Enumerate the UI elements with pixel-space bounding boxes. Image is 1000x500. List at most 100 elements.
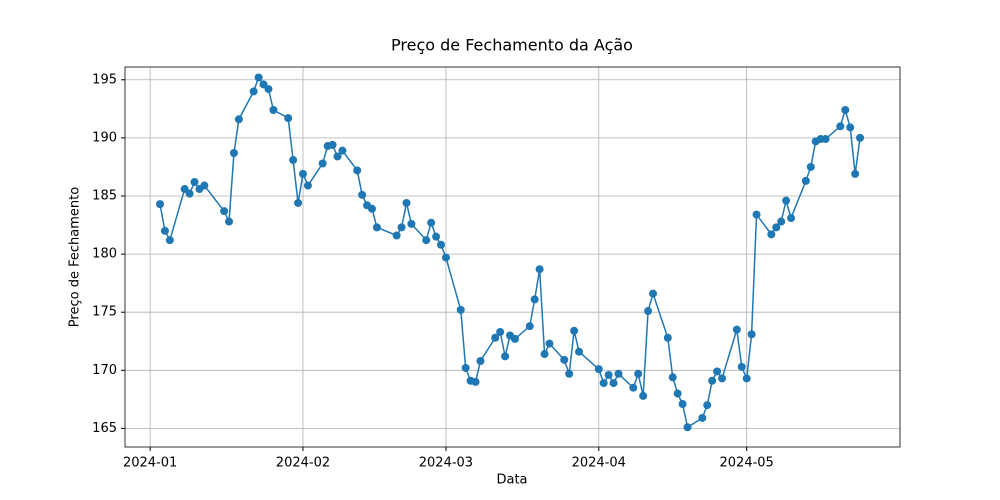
point [782, 196, 791, 205]
x-tick-label: 2024-01 [123, 456, 177, 471]
point [190, 178, 199, 187]
point [234, 115, 243, 124]
y-tick-label: 165 [92, 421, 117, 436]
point [501, 352, 510, 361]
x-axis-label: Data [496, 473, 527, 488]
point [530, 295, 539, 304]
point [609, 379, 618, 388]
chart-title: Preço de Fechamento da Ação [391, 36, 633, 55]
point [269, 105, 278, 114]
point [229, 148, 238, 157]
point [737, 362, 746, 371]
point [441, 253, 450, 262]
point [668, 373, 677, 382]
point [510, 334, 519, 343]
point [298, 169, 307, 178]
point [496, 327, 505, 336]
point [767, 230, 776, 239]
point [338, 146, 347, 155]
point [318, 159, 327, 168]
point [629, 383, 638, 392]
y-tick-label: 195 [92, 72, 117, 87]
point [678, 400, 687, 409]
point [535, 265, 544, 274]
point [358, 190, 367, 199]
point [284, 114, 293, 123]
point [683, 423, 692, 432]
point [264, 85, 273, 94]
point [289, 155, 298, 164]
point [427, 218, 436, 227]
point [545, 339, 554, 348]
point [471, 377, 480, 386]
point [353, 166, 362, 175]
point [801, 176, 810, 185]
point [718, 374, 727, 383]
point [225, 217, 234, 226]
point [703, 401, 712, 410]
point [160, 226, 169, 235]
point [437, 240, 446, 249]
point [220, 207, 229, 216]
point [752, 210, 761, 219]
point [461, 363, 470, 372]
point [565, 369, 574, 378]
point [772, 223, 781, 232]
point [407, 219, 416, 228]
point [708, 376, 717, 385]
point [732, 325, 741, 334]
y-tick-label: 170 [92, 363, 117, 378]
point [663, 333, 672, 342]
point [333, 152, 342, 161]
point [777, 217, 786, 226]
point [422, 236, 431, 245]
point [254, 73, 263, 82]
y-tick-label: 190 [92, 130, 117, 145]
point [856, 133, 865, 142]
point [713, 367, 722, 376]
point [402, 198, 411, 207]
point [372, 223, 381, 232]
y-axis-label: Preço de Fechamento [68, 187, 83, 327]
plot-frame [124, 66, 901, 448]
point [821, 135, 830, 144]
point [644, 307, 653, 316]
point [560, 355, 569, 364]
point [185, 189, 194, 198]
point [841, 105, 850, 114]
point [476, 357, 485, 366]
point [303, 181, 312, 190]
point [525, 322, 534, 331]
point [594, 365, 603, 374]
point [200, 181, 209, 190]
point [540, 350, 549, 359]
point [294, 198, 303, 207]
point [634, 369, 643, 378]
point [806, 162, 815, 171]
x-tick-label: 2024-05 [720, 456, 774, 471]
x-tick-label: 2024-04 [572, 456, 626, 471]
point [165, 236, 174, 245]
point [747, 330, 756, 339]
point [570, 326, 579, 335]
point [599, 379, 608, 388]
point [614, 369, 623, 378]
y-tick-label: 175 [92, 305, 117, 320]
point [673, 389, 682, 398]
point [397, 223, 406, 232]
point [846, 123, 855, 132]
point [575, 347, 584, 356]
y-tick-label: 185 [92, 188, 117, 203]
point [698, 413, 707, 422]
point [432, 232, 441, 241]
point [491, 333, 500, 342]
point [604, 370, 613, 379]
point [367, 204, 376, 213]
point [742, 374, 751, 383]
point [649, 289, 658, 298]
line [159, 75, 861, 429]
point [456, 305, 465, 314]
point [392, 231, 401, 240]
x-tick-label: 2024-02 [276, 456, 330, 471]
